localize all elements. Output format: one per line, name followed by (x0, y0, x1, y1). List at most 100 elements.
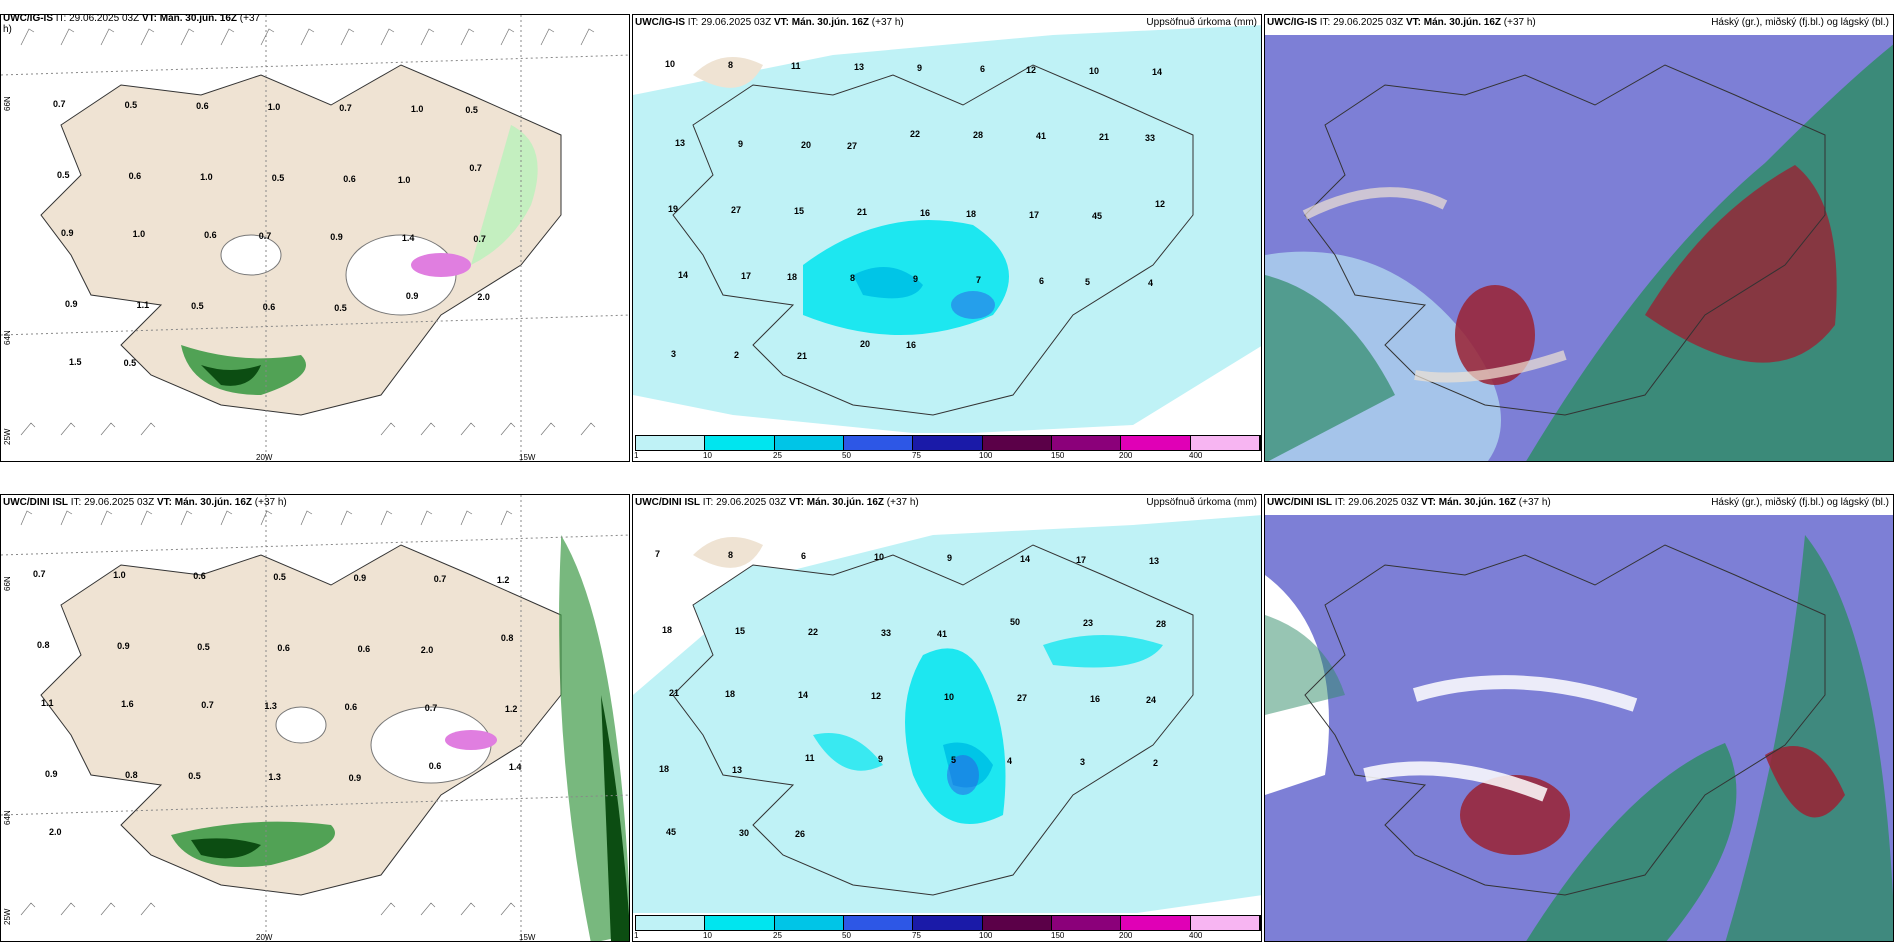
value-label: 1.5 (69, 357, 82, 367)
value-label: 0.5 (465, 105, 478, 115)
value-label: 14 (798, 690, 809, 700)
value-label: 0.9 (353, 573, 367, 583)
axis-label-15w: 15W (519, 933, 536, 942)
value-label: 21 (1099, 132, 1110, 142)
value-label: 21 (797, 351, 808, 361)
legend-tick: 50 (842, 931, 851, 940)
value-label: 15 (794, 206, 805, 216)
value-label: 14 (1020, 554, 1031, 564)
legend-tick: 50 (842, 451, 851, 460)
value-label: 1.4 (508, 762, 522, 772)
value-label: 8 (728, 60, 734, 70)
value-label: 15 (735, 626, 746, 636)
value-label: 33 (1145, 133, 1156, 143)
value-label: 0.7 (258, 231, 272, 241)
value-label: 17 (1029, 210, 1040, 220)
map-title: Uppsöfnuð úrkoma (mm) (1146, 497, 1257, 508)
value-label: 3 (1080, 757, 1086, 767)
axis-label-20w: 20W (256, 453, 273, 462)
value-label: 16 (906, 340, 917, 350)
value-label: 0.7 (473, 234, 486, 244)
value-label: 27 (847, 141, 858, 151)
value-label: 0.7 (424, 703, 438, 713)
legend-tick: 1 (634, 451, 639, 460)
value-label: 27 (731, 205, 742, 215)
value-label: 41 (1036, 131, 1047, 141)
value-label: 27 (1017, 693, 1028, 703)
legend-tick: 150 (1051, 451, 1065, 460)
value-label: 6 (801, 551, 807, 561)
legend-bar (635, 915, 1261, 931)
panel-bottom-right: UWC/DINI ISL IT: 29.06.2025 03Z VT: Mán.… (1264, 494, 1894, 942)
value-label: 23 (1083, 618, 1094, 628)
value-label: 0.9 (348, 773, 362, 783)
value-label: 0.6 (128, 171, 142, 181)
value-label: 0.6 (344, 702, 358, 712)
value-label: 45 (1092, 211, 1103, 221)
value-label: 0.7 (201, 700, 214, 710)
value-label: 0.7 (33, 569, 46, 579)
legend-tick: 100 (979, 451, 993, 460)
value-label: 5 (1085, 277, 1091, 287)
value-label: 1.0 (267, 102, 281, 112)
value-label: 0.6 (193, 571, 206, 581)
value-label: 3 (671, 349, 677, 359)
panel-bottom-middle: UWC/DINI ISL IT: 29.06.2025 03Z VT: Mán.… (632, 494, 1262, 942)
panel-header: UWC/DINI ISL IT: 29.06.2025 03Z VT: Mán.… (635, 497, 919, 508)
value-label: 9 (917, 63, 923, 73)
map-title: Háský (gr.), miðský (fj.bl.) og lágský (… (1711, 497, 1889, 508)
panel-top-left: UWC/IG-IS IT: 29.06.2025 03Z VT: Mán. 30… (0, 14, 630, 462)
value-label: 0.5 (57, 170, 70, 180)
value-label: 0.9 (405, 291, 419, 301)
value-label: 0.6 (196, 101, 209, 111)
panel-top-middle: UWC/IG-IS IT: 29.06.2025 03Z VT: Mán. 30… (632, 14, 1262, 462)
legend-tick: 10 (703, 451, 712, 460)
map-title: Uppsöfnuð úrkoma (mm) (1146, 17, 1257, 28)
value-label: 0.9 (65, 299, 78, 309)
value-label: 18 (662, 625, 673, 635)
value-label: 26 (795, 829, 806, 839)
value-label: 0.5 (123, 358, 137, 368)
value-label: 10 (1089, 66, 1100, 76)
value-label: 14 (678, 270, 689, 280)
value-label: 1.2 (496, 575, 510, 585)
value-label: 41 (937, 629, 948, 639)
value-label: 0.7 (433, 574, 447, 584)
axis-label-64n: 64N (3, 810, 12, 825)
precipitation-map (633, 15, 1261, 461)
color-legend: 1 10 25 50 75 100 150 200 400 (633, 913, 1261, 941)
legend-tick: 75 (912, 931, 921, 940)
value-label: 1.1 (136, 300, 150, 310)
axis-label-64n: 64N (3, 330, 12, 345)
value-label: 0.7 (53, 99, 66, 109)
value-label: 8 (850, 273, 856, 283)
value-label: 1.2 (504, 704, 518, 714)
value-label: 11 (791, 61, 801, 71)
value-label: 0.6 (277, 643, 290, 653)
legend-tick: 10 (703, 931, 712, 940)
value-label: 0.9 (330, 232, 343, 242)
value-label: 2 (1153, 758, 1159, 768)
legend-bar (635, 435, 1261, 451)
value-label: 4 (1148, 278, 1154, 288)
value-label: 0.6 (343, 174, 356, 184)
color-legend: 1 10 25 50 75 100 150 200 400 (633, 433, 1261, 461)
value-label: 9 (738, 139, 744, 149)
value-label: 13 (854, 62, 865, 72)
value-label: 30 (739, 828, 750, 838)
value-label: 1.0 (132, 229, 146, 239)
value-label: 7 (655, 549, 661, 559)
legend-tick: 150 (1051, 931, 1065, 940)
value-label: 19 (668, 204, 679, 214)
panel-header: UWC/DINI ISL IT: 29.06.2025 03Z VT: Mán.… (3, 497, 287, 508)
value-label: 16 (1090, 694, 1101, 704)
value-label: 20 (860, 339, 871, 349)
value-label: 1.3 (264, 701, 277, 711)
axis-label-25w: 25W (3, 428, 12, 445)
value-label: 18 (725, 689, 736, 699)
value-label: 28 (1156, 619, 1167, 629)
cloud-cover-map (1265, 15, 1893, 461)
value-label: 5 (951, 755, 957, 765)
legend-tick: 200 (1119, 931, 1133, 940)
value-label: 11 (805, 753, 815, 763)
